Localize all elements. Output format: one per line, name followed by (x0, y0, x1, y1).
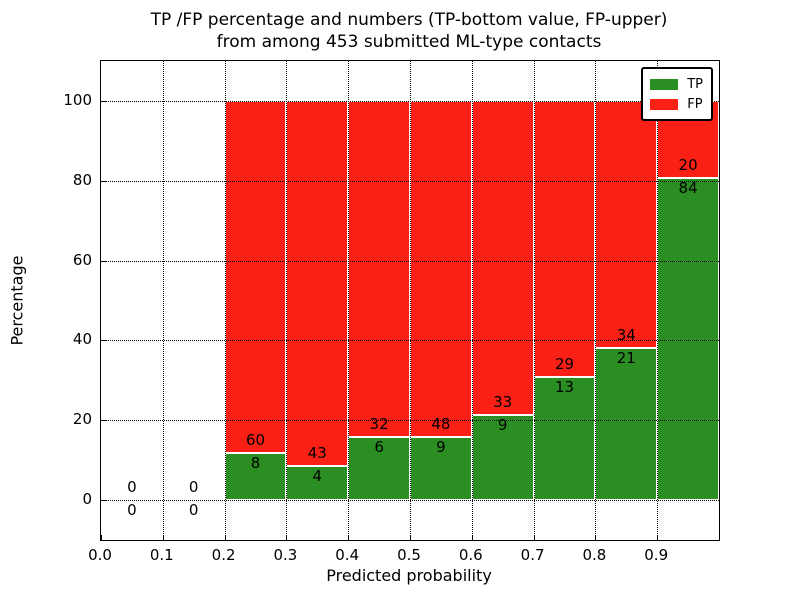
x-gridline (162, 61, 164, 540)
y-tick-label: 100 (63, 90, 92, 109)
bar-segment-tp (348, 437, 410, 501)
x-tick (595, 535, 597, 540)
tp-count-label: 13 (554, 377, 575, 396)
fp-count-label: 20 (678, 155, 698, 174)
x-tick-label: 0.9 (644, 546, 669, 564)
x-gridline (471, 61, 473, 540)
tp-count-label: 21 (616, 348, 636, 367)
legend-swatch-tp-icon (650, 78, 679, 90)
x-tick-label: 0.6 (458, 546, 483, 564)
x-gridline (533, 61, 535, 540)
bar-segment-fp (224, 100, 287, 454)
x-tick-label: 0.3 (273, 546, 298, 564)
bar-segment-fp (410, 100, 472, 438)
y-tick-label: 80 (72, 170, 92, 189)
fp-count-label: 34 (616, 325, 636, 344)
bar-segment-tp (471, 414, 534, 501)
bar-segment-fp (348, 100, 410, 438)
y-tick-label: 0 (82, 490, 92, 509)
x-tick (471, 535, 473, 540)
fp-count-label: 0 (188, 478, 199, 497)
x-gridline (657, 61, 659, 540)
x-tick (533, 535, 535, 540)
y-tick (101, 420, 106, 422)
tp-count-label: 0 (188, 501, 199, 520)
bar-segment-tp (533, 376, 596, 501)
x-tick (224, 535, 226, 540)
figure-title-line2: from among 453 submitted ML-type contact… (216, 32, 602, 52)
x-gridline (595, 61, 597, 540)
x-tick-label: 0.5 (397, 546, 421, 564)
tp-count-label: 84 (678, 178, 698, 197)
tp-count-label: 8 (250, 454, 261, 473)
legend-entry-fp: FP (650, 94, 703, 114)
legend-label-fp: FP (687, 96, 703, 112)
x-tick (286, 535, 288, 540)
legend-entry-tp: TP (650, 74, 703, 94)
figure-title-line1: TP /FP percentage and numbers (TP-bottom… (150, 10, 668, 30)
bar-segment-tp (595, 347, 658, 501)
tp-count-label: 0 (127, 501, 137, 520)
x-gridline (224, 61, 226, 540)
bar-segment-fp (286, 100, 349, 467)
figure-title: TP /FP percentage and numbers (TP-bottom… (100, 9, 718, 53)
y-tick-label: 20 (72, 410, 92, 429)
y-tick (101, 100, 106, 102)
fp-count-label: 33 (493, 392, 513, 411)
y-tick (101, 260, 106, 262)
x-tick (348, 535, 350, 540)
x-tick-label: 0.2 (211, 546, 236, 564)
x-tick-label: 0.7 (520, 546, 545, 564)
bar-segment-fp (595, 100, 658, 348)
bar-segment-tp (286, 466, 349, 501)
x-tick-label: 0.4 (335, 546, 360, 564)
legend: TP FP (641, 67, 713, 121)
tp-count-label: 4 (312, 467, 323, 486)
fp-count-label: 29 (554, 354, 575, 373)
x-tick (162, 535, 164, 540)
x-tick-label: 0.1 (149, 546, 174, 564)
x-gridline (286, 61, 288, 540)
bar-segment-fp (471, 100, 534, 415)
tp-count-label: 6 (374, 438, 384, 457)
bar-segment-fp (533, 100, 596, 377)
y-tick (101, 180, 106, 182)
x-axis-label: Predicted probability (326, 566, 492, 585)
y-tick-label: 40 (72, 330, 92, 349)
plot-area: 0 0 0 0 60 8 43 4 32 6 48 9 33 9 29 13 34 21 20 84 TP FP (100, 60, 720, 541)
y-tick (101, 500, 106, 502)
fp-count-label: 48 (431, 415, 451, 434)
fp-count-label: 43 (307, 444, 327, 463)
fp-count-label: 0 (127, 478, 137, 497)
x-tick (657, 535, 659, 540)
tp-count-label: 9 (497, 415, 508, 434)
fp-count-label: 60 (245, 431, 266, 450)
y-axis-label: Percentage (7, 255, 27, 346)
y-tick-label: 60 (72, 250, 92, 269)
bar-segment-tp (657, 177, 719, 501)
x-gridline (348, 61, 350, 540)
x-gridline (410, 61, 411, 540)
y-tick (101, 340, 106, 342)
bar-segment-tp (224, 453, 287, 501)
legend-label-tp: TP (687, 76, 703, 92)
tp-count-label: 9 (436, 438, 446, 457)
x-tick (101, 535, 102, 540)
x-tick-label: 0.8 (582, 546, 607, 564)
x-tick-label: 0.0 (88, 546, 112, 564)
legend-swatch-fp-icon (650, 98, 679, 110)
bar-segment-tp (410, 437, 472, 501)
fp-count-label: 32 (369, 415, 389, 434)
x-tick (410, 535, 411, 540)
